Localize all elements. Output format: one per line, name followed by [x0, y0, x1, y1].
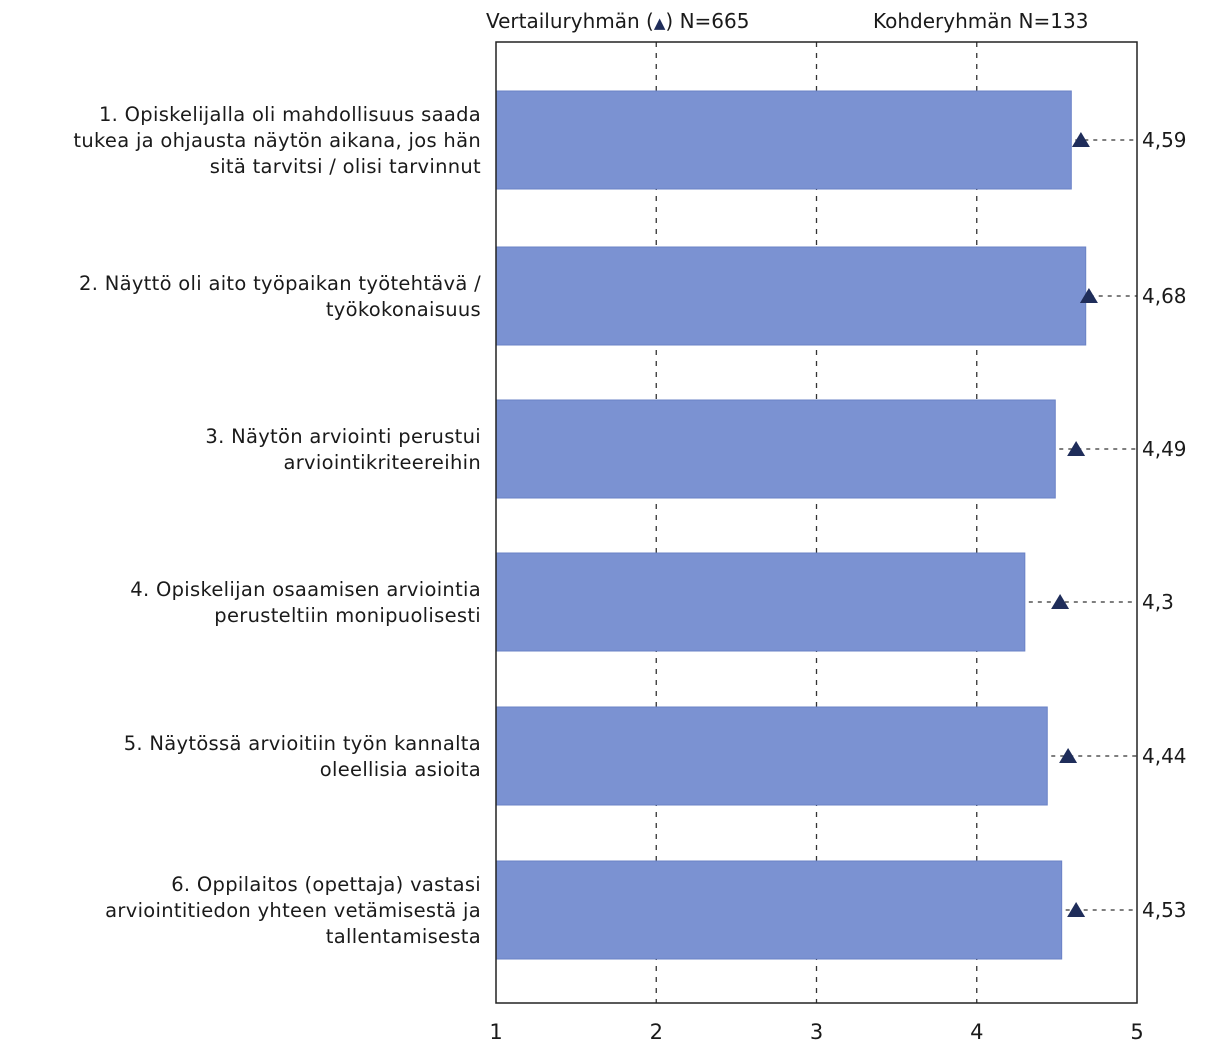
- comparison-marker: [1067, 441, 1086, 456]
- comparison-marker: [1059, 748, 1078, 763]
- bar: [495, 552, 1026, 652]
- x-tick-label: 4: [970, 1020, 983, 1042]
- category-label-line: tallentamisesta: [325, 925, 481, 948]
- category-label-line: sitä tarvitsi / olisi tarvinnut: [209, 155, 481, 178]
- bar: [495, 706, 1048, 806]
- x-tick-label: 1: [489, 1020, 502, 1042]
- bar: [495, 860, 1063, 960]
- value-label: 4,44: [1142, 744, 1187, 768]
- comparison-marker: [1051, 594, 1070, 609]
- value-label: 4,59: [1142, 128, 1187, 152]
- category-label: 1. Opiskelijalla oli mahdollisuus saada t…: [6, 102, 481, 180]
- legend-comparison-label: Vertailuryhmän (: [486, 9, 654, 33]
- category-label: 3. Näytön arviointi perustui arviointikri…: [6, 424, 481, 476]
- category-label: 6. Oppilaitos (opettaja) vastasi arvioint…: [6, 872, 481, 950]
- category-label-line: työkokonaisuus: [325, 298, 481, 321]
- comparison-marker: [1079, 288, 1098, 303]
- bar: [495, 246, 1087, 346]
- bar: [495, 90, 1072, 190]
- category-label: 4. Opiskelijan osaamisen arviointia perus…: [6, 577, 481, 629]
- category-label-line: oleellisia asioita: [319, 758, 481, 781]
- category-label-line: perusteltiin monipuolisesti: [214, 604, 481, 627]
- triangle-marker-icon: ▲: [653, 14, 666, 32]
- value-label: 4,53: [1142, 898, 1187, 922]
- value-label: 4,49: [1142, 437, 1187, 461]
- category-label-line: 2. Näyttö oli aito työpaikan työtehtävä …: [79, 272, 481, 295]
- category-label-line: tukea ja ohjausta näytön aikana, jos hän: [73, 129, 481, 152]
- legend-comparison-n: ) N=665: [665, 9, 750, 33]
- comparison-marker: [1067, 902, 1086, 917]
- category-label-line: 3. Näytön arviointi perustui: [205, 425, 481, 448]
- category-label-line: 6. Oppilaitos (opettaja) vastasi: [171, 873, 481, 896]
- x-tick-label: 2: [650, 1020, 663, 1042]
- value-label: 4,68: [1142, 284, 1187, 308]
- x-tick-label: 5: [1130, 1020, 1143, 1042]
- category-label-line: 4. Opiskelijan osaamisen arviointia: [130, 578, 481, 601]
- x-tick-label: 3: [810, 1020, 823, 1042]
- category-label-line: 5. Näytössä arvioitiin työn kannalta: [123, 732, 481, 755]
- category-label-line: arviointitiedon yhteen vetämisestä ja: [105, 899, 481, 922]
- category-label: 2. Näyttö oli aito työpaikan työtehtävä …: [6, 271, 481, 323]
- legend-comparison: Vertailuryhmän (▲) N=665: [486, 9, 749, 33]
- bar: [495, 399, 1056, 499]
- category-label-line: 1. Opiskelijalla oli mahdollisuus saada: [98, 103, 481, 126]
- value-label: 4,3: [1142, 590, 1174, 614]
- category-label: 5. Näytössä arvioitiin työn kannalta olee…: [6, 731, 481, 783]
- plot-frame: [495, 41, 1138, 1004]
- category-label-line: arviointikriteereihin: [283, 451, 481, 474]
- legend-target: Kohderyhmän N=133: [873, 9, 1089, 33]
- comparison-marker: [1071, 132, 1090, 147]
